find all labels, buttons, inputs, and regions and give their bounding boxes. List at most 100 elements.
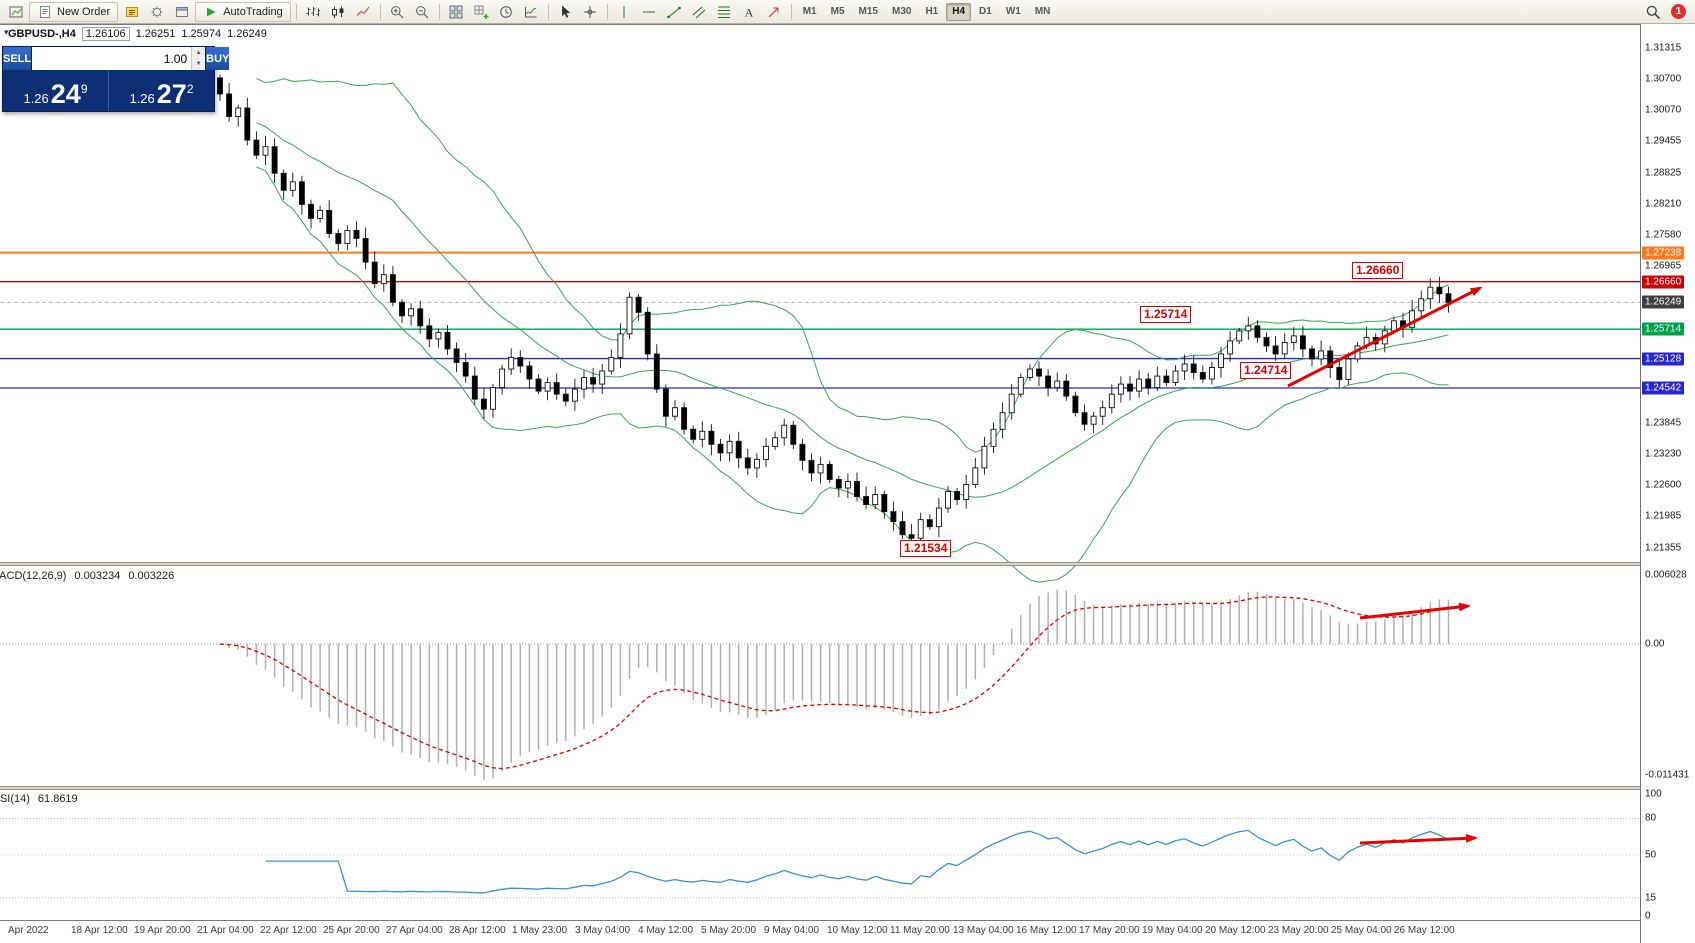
- candle-body: [1045, 375, 1052, 389]
- autotrading-button[interactable]: AutoTrading: [195, 1, 291, 22]
- notifications-badge[interactable]: 1: [1671, 4, 1686, 19]
- candle-body: [835, 479, 842, 489]
- candle-body: [1336, 367, 1343, 381]
- new-order-button[interactable]: New Order: [29, 1, 119, 22]
- timeframe-m1[interactable]: M1: [802, 6, 817, 17]
- candle-body: [708, 430, 715, 445]
- volume-input[interactable]: [32, 47, 192, 70]
- buy-button[interactable]: BUY: [206, 47, 230, 70]
- candle-body: [1063, 380, 1070, 397]
- candle-body: [1236, 330, 1243, 342]
- sell-button[interactable]: SELL: [3, 47, 32, 70]
- candle-body: [399, 301, 405, 317]
- price-axis[interactable]: 1.31315 1.30700 1.30070 1.29455 1.28825 1.282…: [1641, 24, 1695, 922]
- tile-windows-icon[interactable]: [445, 2, 468, 22]
- chart-canvas[interactable]: [0, 0, 1640, 943]
- timeframe-h4[interactable]: H4: [946, 2, 972, 21]
- timeframe-m5[interactable]: M5: [830, 6, 845, 17]
- volume-down-arrow[interactable]: ▼: [195, 61, 202, 68]
- candle-body: [908, 534, 915, 539]
- cursor-icon[interactable]: [554, 2, 577, 22]
- candle-body: [1290, 335, 1297, 343]
- candle-body: [990, 428, 997, 447]
- candle-body: [1427, 286, 1434, 300]
- time-axis[interactable]: Apr 2022 18 Apr 12:00 19 Apr 20:00 21 Apr 0…: [0, 921, 1640, 943]
- line-chart-icon[interactable]: [352, 2, 375, 22]
- price-annotation[interactable]: 1.26660: [1352, 262, 1404, 279]
- zoom-out-icon[interactable]: [411, 2, 434, 22]
- candle-body: [1208, 367, 1215, 380]
- candle-body: [781, 424, 788, 439]
- candle-body: [1199, 372, 1206, 380]
- fibonacci-icon[interactable]: [713, 2, 736, 22]
- bar-chart-icon[interactable]: [302, 2, 325, 22]
- trendline-icon[interactable]: [663, 2, 686, 22]
- candle-body: [1345, 358, 1352, 381]
- zoom-in-icon[interactable]: [386, 2, 409, 22]
- sell-price[interactable]: 1.26 24 9: [3, 70, 108, 111]
- one-click-panel-toggle[interactable]: ▾: [4, 27, 9, 37]
- candle-body: [917, 519, 924, 539]
- volume-up-arrow[interactable]: ▲: [195, 49, 202, 56]
- candle-body: [553, 382, 560, 395]
- vertical-line-icon[interactable]: [613, 2, 636, 22]
- metaeditor-icon[interactable]: [120, 2, 143, 22]
- price-annotation[interactable]: 1.21534: [900, 540, 952, 557]
- price-annotation[interactable]: 1.25714: [1140, 306, 1192, 323]
- sell-price-sup: 9: [80, 82, 88, 96]
- sell-price-prefix: 1.26: [23, 91, 49, 106]
- candle-body: [535, 378, 542, 392]
- horizontal-line-icon[interactable]: [638, 2, 661, 22]
- channel-icon[interactable]: [688, 2, 711, 22]
- time-tick: 20 May 12:00: [1205, 925, 1266, 936]
- timeframe-w1[interactable]: W1: [1005, 6, 1021, 17]
- indicators-icon[interactable]: [520, 2, 543, 22]
- time-tick: 10 May 12:00: [827, 925, 888, 936]
- crosshair-icon[interactable]: [579, 2, 602, 22]
- buy-price[interactable]: 1.26 27 2: [109, 70, 214, 111]
- new-chart-icon[interactable]: [4, 2, 27, 22]
- timeframe-mn[interactable]: MN: [1034, 6, 1051, 17]
- trend-arrow-main-head: [1470, 286, 1483, 296]
- trade-panel-controls: SELL ▲ ▼ BUY: [3, 47, 230, 70]
- candle-body: [608, 357, 615, 372]
- timeframe-d1[interactable]: D1: [979, 6, 992, 17]
- bars: [306, 6, 321, 16]
- time-tick: 23 May 20:00: [1268, 925, 1329, 936]
- timeframe-m30[interactable]: M30: [891, 6, 912, 17]
- price-tick: 1.26965: [1645, 260, 1682, 272]
- options-icon[interactable]: [145, 2, 168, 22]
- arrow-tool-icon[interactable]: [763, 2, 786, 22]
- panel-splitter-macd[interactable]: [0, 562, 1640, 566]
- price-badge: 1.27238: [1642, 246, 1685, 260]
- candle-body: [1227, 340, 1234, 355]
- panel-splitter-rsi[interactable]: [0, 786, 1640, 790]
- candle-body: [899, 521, 906, 536]
- time-tick: 21 Apr 04:00: [197, 925, 254, 936]
- trend-arrow-macd: [1359, 604, 1469, 620]
- candle-body: [981, 445, 988, 469]
- volume-spinner: ▲ ▼: [191, 47, 206, 70]
- candle-body: [490, 387, 496, 410]
- candle-body: [1017, 377, 1024, 395]
- candle-body: [590, 377, 597, 385]
- candle-body: [1108, 393, 1115, 409]
- candle-body: [1218, 353, 1224, 368]
- candle-body: [735, 440, 742, 459]
- candle-body: [1299, 335, 1306, 350]
- timeframe-m15[interactable]: M15: [858, 6, 878, 17]
- text-tool-icon[interactable]: A: [738, 2, 761, 22]
- new-chart-grid-icon[interactable]: [470, 2, 493, 22]
- timeframe-h1[interactable]: H1: [925, 6, 939, 17]
- fullscreen-icon[interactable]: [170, 2, 193, 22]
- chart-plot-area[interactable]: [0, 0, 1640, 943]
- price-annotation[interactable]: 1.24714: [1240, 362, 1292, 379]
- candle-body: [308, 203, 314, 219]
- candle-body: [517, 357, 524, 367]
- candle-body: [344, 230, 351, 244]
- rsi-line: [265, 829, 1449, 894]
- auto-scroll-icon[interactable]: [495, 2, 518, 22]
- candlestick-chart-icon[interactable]: [327, 2, 350, 22]
- candle-body: [945, 491, 951, 509]
- search-icon[interactable]: [1641, 2, 1664, 22]
